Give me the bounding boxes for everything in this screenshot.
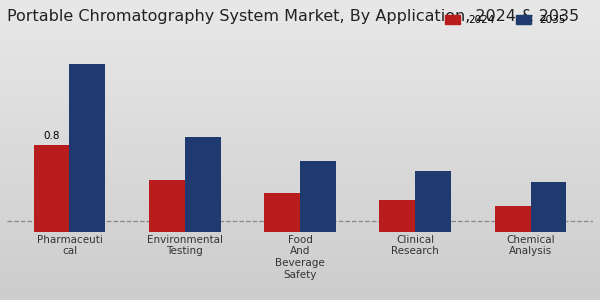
Bar	[264, 193, 300, 232]
Text: Portable Chromatography System Market, By Application, 2024 & 2035: Portable Chromatography System Market, B…	[7, 9, 579, 24]
Bar	[379, 200, 415, 232]
Bar	[34, 146, 70, 232]
Bar	[300, 160, 336, 232]
Legend: 2024, 2035: 2024, 2035	[440, 11, 570, 29]
Bar	[530, 182, 566, 232]
Bar	[494, 206, 530, 232]
Bar	[415, 171, 451, 232]
Bar	[185, 137, 221, 232]
Bar	[70, 64, 106, 232]
Bar	[149, 180, 185, 232]
Text: 0.8: 0.8	[43, 131, 60, 141]
